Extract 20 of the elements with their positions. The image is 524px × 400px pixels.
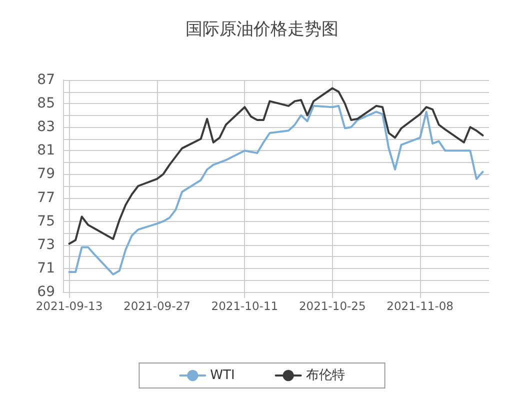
x-tick-label: 2021-10-11 <box>211 299 278 313</box>
legend-label: WTI <box>210 368 235 383</box>
legend-label: 布伦特 <box>306 368 345 383</box>
line-series <box>68 104 484 276</box>
y-tick-label: 75 <box>37 213 55 230</box>
y-tick-label: 79 <box>37 166 55 182</box>
y-tick-label: 87 <box>37 72 55 88</box>
y-tick-label: 81 <box>37 142 55 159</box>
line-series <box>68 87 484 245</box>
x-tick-label: 2021-10-25 <box>298 299 366 313</box>
y-tick-label: 69 <box>37 284 55 300</box>
chart-title: 国际原油价格走势图 <box>186 20 338 40</box>
x-tick-label: 2021-09-13 <box>36 299 103 313</box>
x-tick-label: 2021-11-08 <box>386 299 454 313</box>
y-tick-label: 77 <box>37 190 55 206</box>
y-tick-label: 71 <box>37 260 55 276</box>
y-tick-label: 73 <box>37 236 55 253</box>
y-tick-label: 83 <box>37 119 55 136</box>
y-tick-label: 85 <box>37 96 55 112</box>
x-tick-label: 2021-09-27 <box>124 299 190 313</box>
